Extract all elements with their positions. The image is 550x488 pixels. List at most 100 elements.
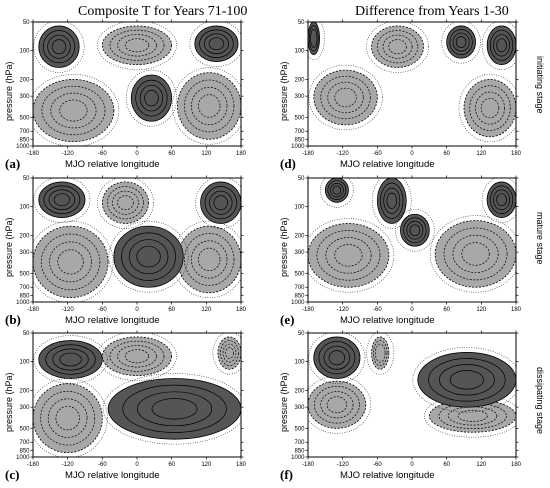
left-column-title: Composite T for Years 71-100: [78, 4, 248, 19]
y-tick-label: 50: [298, 20, 305, 26]
positive-region-contour: [428, 358, 506, 402]
positive-region-contour: [308, 25, 319, 52]
zero-contour: [125, 69, 177, 127]
y-tick-label: 700: [19, 440, 30, 446]
positive-region-contour: [332, 185, 342, 195]
negative-region-contour: [191, 86, 228, 125]
zero-contour: [424, 394, 516, 438]
y-tick-label: 1000: [291, 144, 305, 150]
negative-region-contour: [220, 340, 239, 367]
positive-region-contour: [310, 28, 318, 48]
negative-region-contour: [107, 186, 144, 220]
negative-region: [33, 225, 109, 299]
x-tick-label: 180: [236, 307, 247, 313]
x-tick-label: 180: [511, 307, 522, 313]
y-tick-label: 50: [23, 176, 30, 182]
positive-region: [417, 352, 516, 408]
zero-contour: [395, 208, 435, 252]
x-tick-label: 120: [476, 462, 487, 468]
positive-region: [38, 25, 80, 68]
positive-region: [107, 378, 241, 440]
zero-contour: [441, 22, 481, 64]
zero-contour: [33, 22, 85, 73]
y-tick-label: 1000: [16, 300, 30, 306]
zero-contour: [372, 178, 412, 229]
y-tick-label: 50: [23, 331, 30, 337]
positive-region-contour: [122, 384, 227, 433]
zero-contour: [308, 218, 395, 293]
y-tick-label: 500: [19, 271, 30, 277]
positive-region-contour: [121, 232, 176, 281]
positive-region-contour: [139, 84, 164, 112]
x-axis-label: MJO relative longitude: [65, 315, 160, 326]
x-tick-label: 60: [443, 151, 450, 157]
y-tick-label: 300: [294, 94, 305, 100]
negative-region: [434, 220, 516, 288]
positive-region-contour: [45, 344, 96, 375]
positive-region-contour: [496, 193, 507, 207]
negative-region-contour: [47, 398, 88, 438]
y-tick-label: 100: [294, 360, 305, 366]
positive-region: [486, 25, 516, 66]
negative-region: [101, 25, 173, 66]
negative-region-contour: [184, 79, 235, 133]
negative-region-contour: [314, 385, 360, 424]
x-tick-label: 180: [236, 462, 247, 468]
positive-region-contour: [383, 187, 401, 214]
zero-contour: [308, 64, 383, 131]
positive-region-contour: [327, 180, 347, 201]
zero-contour: [308, 22, 325, 60]
negative-region-contour: [327, 81, 364, 114]
negative-region-contour: [109, 29, 165, 61]
positive-region-contour: [449, 29, 473, 56]
x-tick-label: -60: [98, 307, 107, 313]
negative-region-contour: [334, 244, 363, 267]
y-tick-label: 200: [19, 233, 30, 239]
positive-region-contour: [452, 32, 470, 52]
positive-region-contour: [489, 29, 514, 61]
positive-region-contour: [330, 183, 344, 198]
y-tick-label: 850: [294, 448, 305, 454]
positive-region-contour: [409, 224, 421, 237]
y-tick-label: 300: [294, 405, 305, 411]
negative-region: [308, 380, 367, 429]
positive-region-contour: [455, 36, 467, 48]
negative-region: [101, 181, 149, 224]
zero-contour: [366, 22, 429, 73]
x-tick-label: 0: [135, 151, 139, 157]
positive-region-contour: [386, 192, 398, 209]
y-tick-label: 100: [294, 49, 305, 55]
x-tick-label: -60: [98, 151, 107, 157]
x-tick-label: -180: [27, 307, 40, 313]
positive-region-contour: [128, 239, 169, 275]
positive-region: [38, 181, 86, 218]
negative-region: [463, 78, 516, 138]
y-axis-label: pressure (hPa): [279, 372, 289, 432]
x-axis-label: MJO relative longitude: [340, 470, 435, 481]
zero-contour: [481, 22, 516, 70]
x-tick-label: -180: [302, 307, 315, 313]
y-tick-label: 500: [294, 115, 305, 121]
x-tick-label: -120: [62, 151, 75, 157]
negative-region-contour: [49, 241, 92, 283]
x-tick-label: -60: [98, 462, 107, 468]
x-tick-label: -180: [27, 462, 40, 468]
negative-region-contour: [316, 230, 381, 281]
y-tick-label: 100: [294, 205, 305, 211]
zero-contour: [97, 178, 154, 229]
y-tick-label: 850: [19, 448, 30, 454]
negative-region-contour: [225, 347, 234, 359]
negative-region-contour: [320, 75, 371, 120]
y-tick-label: 850: [294, 293, 305, 299]
zero-contour: [195, 178, 241, 229]
positive-region: [194, 25, 239, 62]
positive-region: [313, 336, 361, 379]
positive-region-contour: [403, 217, 427, 244]
negative-region-contour: [457, 410, 488, 422]
positive-region: [113, 225, 184, 288]
y-tick-label: 200: [294, 388, 305, 394]
negative-region-contour: [117, 34, 157, 57]
